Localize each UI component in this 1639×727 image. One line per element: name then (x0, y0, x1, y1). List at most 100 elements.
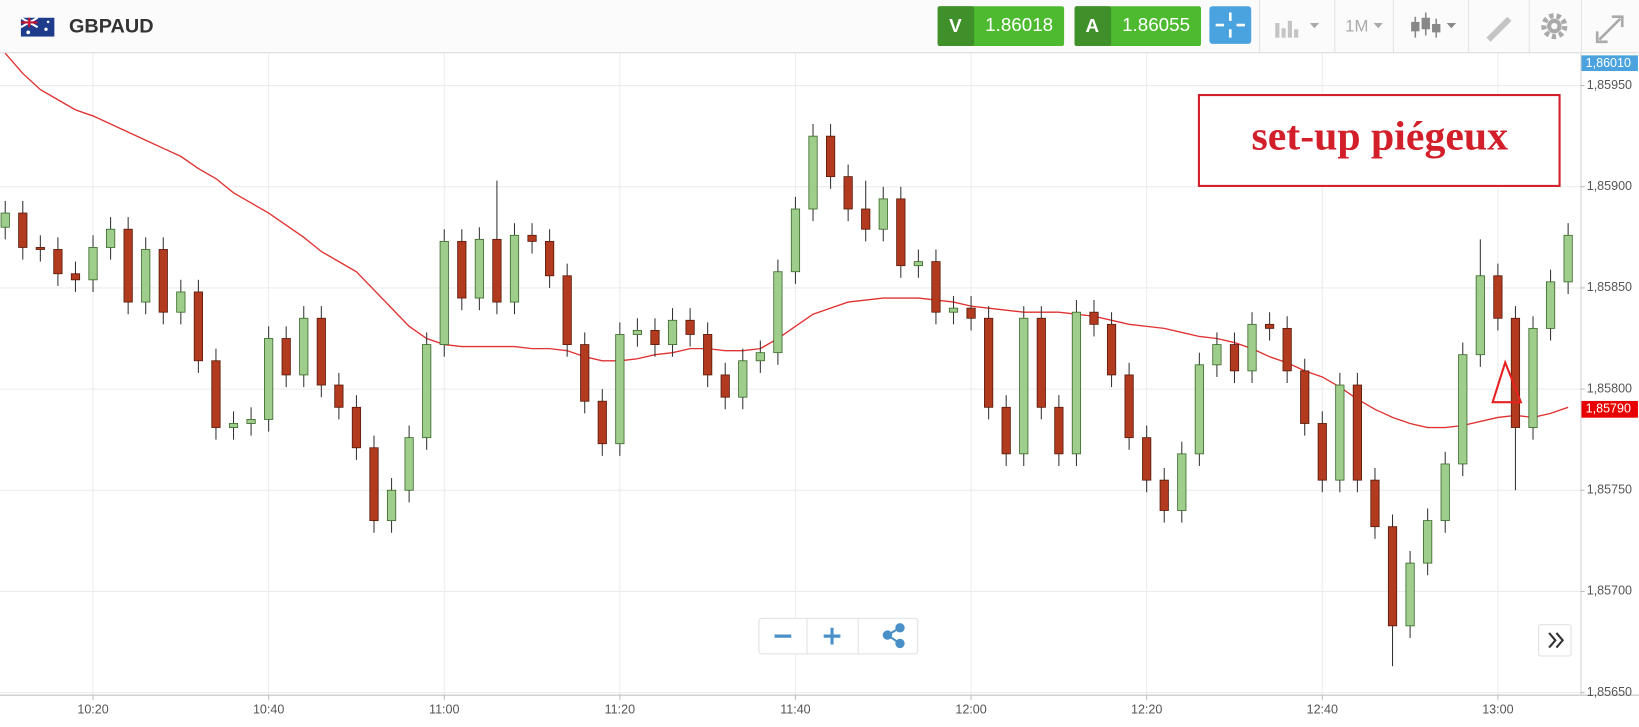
candle-body (176, 291, 186, 313)
candle-body (703, 334, 713, 376)
zoom-controls (758, 617, 919, 655)
indicator-button[interactable] (1275, 20, 1320, 38)
candle-body (1458, 354, 1468, 465)
candle-body (299, 317, 309, 376)
candle-body (123, 228, 133, 303)
candle-body (1001, 406, 1011, 455)
annotation: set-up piégeux (1251, 114, 1508, 160)
candle-body (193, 291, 203, 362)
ma-price-label: 1,85790 (1586, 402, 1631, 416)
candle-body (843, 176, 853, 210)
candle-body (1545, 281, 1556, 329)
candle-body (281, 338, 291, 376)
candle-body (1212, 344, 1222, 366)
sell-price: 1.86018 (985, 14, 1053, 35)
candle-body (53, 249, 63, 275)
candle-body (1142, 437, 1152, 481)
settings-button[interactable] (1541, 13, 1568, 40)
candle-body (88, 247, 98, 281)
buy-label: A (1086, 15, 1100, 36)
candle-body (720, 374, 730, 398)
candle-body (369, 447, 379, 522)
candle-body (562, 275, 572, 345)
candle-body (685, 319, 695, 335)
candle-body (0, 212, 10, 228)
top-price-badge (1581, 55, 1638, 72)
candle-body (35, 247, 45, 250)
candle-body (18, 212, 28, 248)
top-price-label: 1,86010 (1586, 56, 1631, 70)
candle-body (931, 261, 941, 313)
sell-label: V (949, 15, 962, 36)
candle-body (492, 238, 502, 303)
draw-button[interactable] (1486, 16, 1512, 42)
candle-body (1423, 520, 1433, 564)
candle-body (1493, 275, 1503, 319)
candle-body (1405, 562, 1415, 627)
candle-body (404, 437, 414, 491)
candle-body (878, 198, 888, 230)
price-badges: 1,86010 1,85790 (1581, 55, 1638, 418)
candle-body (1352, 384, 1363, 481)
crosshair-button[interactable] (1209, 6, 1252, 44)
x-tick-label: 11:00 (429, 703, 459, 717)
candle-body (264, 338, 274, 420)
candle-body (211, 360, 221, 428)
y-tick-label: 1,85750 (1587, 483, 1632, 497)
y-tick-label: 1,85900 (1587, 179, 1632, 193)
candle-body (474, 238, 484, 299)
zoom-in[interactable] (823, 627, 841, 645)
candle-body (246, 419, 256, 424)
candle-body (1229, 344, 1240, 372)
candle-body (457, 240, 467, 299)
candle-body (615, 334, 625, 445)
candle-body (158, 249, 168, 313)
candle-body (1036, 317, 1046, 408)
chart-type-button[interactable] (1411, 12, 1457, 38)
candle-body (825, 135, 836, 178)
candle-body (667, 319, 678, 345)
sell-button[interactable]: V 1.86018 (937, 6, 1065, 46)
candle-body (580, 344, 590, 402)
top-bar (0, 0, 1639, 53)
flag (20, 16, 55, 37)
candle-body (948, 307, 959, 313)
annotation-box (1197, 94, 1561, 187)
candle-body (597, 400, 607, 445)
candle-body (1510, 317, 1521, 428)
buy-button[interactable]: A 1.86055 (1074, 6, 1202, 46)
candle-body (1264, 323, 1275, 329)
x-tick-label: 12:00 (955, 703, 986, 717)
candle-body (141, 249, 151, 303)
x-tick-label: 11:20 (605, 703, 635, 717)
x-tick-label: 10:40 (253, 703, 284, 717)
symbol: GBPAUD (69, 15, 154, 37)
x-tick-label: 10:20 (77, 703, 108, 717)
x-tick-label: 12:40 (1307, 703, 1338, 717)
candle-body (351, 406, 362, 449)
candles (0, 124, 1573, 667)
candle-body (334, 384, 344, 408)
candle-body (1194, 364, 1204, 455)
warning-triangle (1491, 359, 1523, 404)
candle-body (1370, 479, 1380, 528)
candle-body (1528, 327, 1538, 428)
fullscreen-button[interactable] (1595, 15, 1624, 44)
y-tick-label: 1,85850 (1587, 280, 1632, 294)
toolbar-dividers (1259, 0, 1583, 53)
scroll-right-button[interactable] (1538, 624, 1572, 657)
candle-body (1054, 406, 1064, 455)
candle-body (439, 240, 449, 345)
y-tick-label: 1,85650 (1587, 685, 1632, 699)
candle-body (896, 198, 906, 267)
share[interactable] (882, 623, 905, 649)
candle-body (1124, 374, 1134, 439)
x-tick-label: 12:20 (1131, 703, 1162, 717)
candle-body (1159, 479, 1169, 511)
candle-body (70, 273, 81, 281)
ma-price-badge (1581, 400, 1638, 418)
candle-body (1019, 317, 1029, 455)
timeframe-button[interactable]: 1M (1345, 17, 1383, 36)
